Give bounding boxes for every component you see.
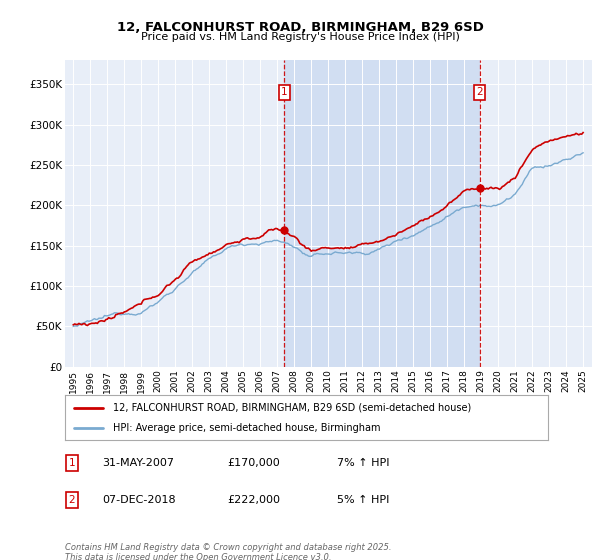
Text: HPI: Average price, semi-detached house, Birmingham: HPI: Average price, semi-detached house,… <box>113 423 380 433</box>
Text: 12, FALCONHURST ROAD, BIRMINGHAM, B29 6SD (semi-detached house): 12, FALCONHURST ROAD, BIRMINGHAM, B29 6S… <box>113 403 472 413</box>
Text: £222,000: £222,000 <box>227 495 280 505</box>
Text: 31-MAY-2007: 31-MAY-2007 <box>102 458 174 468</box>
Text: 2: 2 <box>68 495 76 505</box>
Text: Contains HM Land Registry data © Crown copyright and database right 2025.
This d: Contains HM Land Registry data © Crown c… <box>65 543 392 560</box>
Text: Price paid vs. HM Land Registry's House Price Index (HPI): Price paid vs. HM Land Registry's House … <box>140 32 460 43</box>
Text: 12, FALCONHURST ROAD, BIRMINGHAM, B29 6SD: 12, FALCONHURST ROAD, BIRMINGHAM, B29 6S… <box>116 21 484 34</box>
Text: 2: 2 <box>476 87 483 97</box>
Text: 1: 1 <box>68 458 76 468</box>
Text: 07-DEC-2018: 07-DEC-2018 <box>102 495 176 505</box>
Text: £170,000: £170,000 <box>227 458 280 468</box>
Text: 1: 1 <box>281 87 287 97</box>
Bar <box>284 60 480 367</box>
Text: 7% ↑ HPI: 7% ↑ HPI <box>337 458 389 468</box>
Text: 5% ↑ HPI: 5% ↑ HPI <box>337 495 389 505</box>
